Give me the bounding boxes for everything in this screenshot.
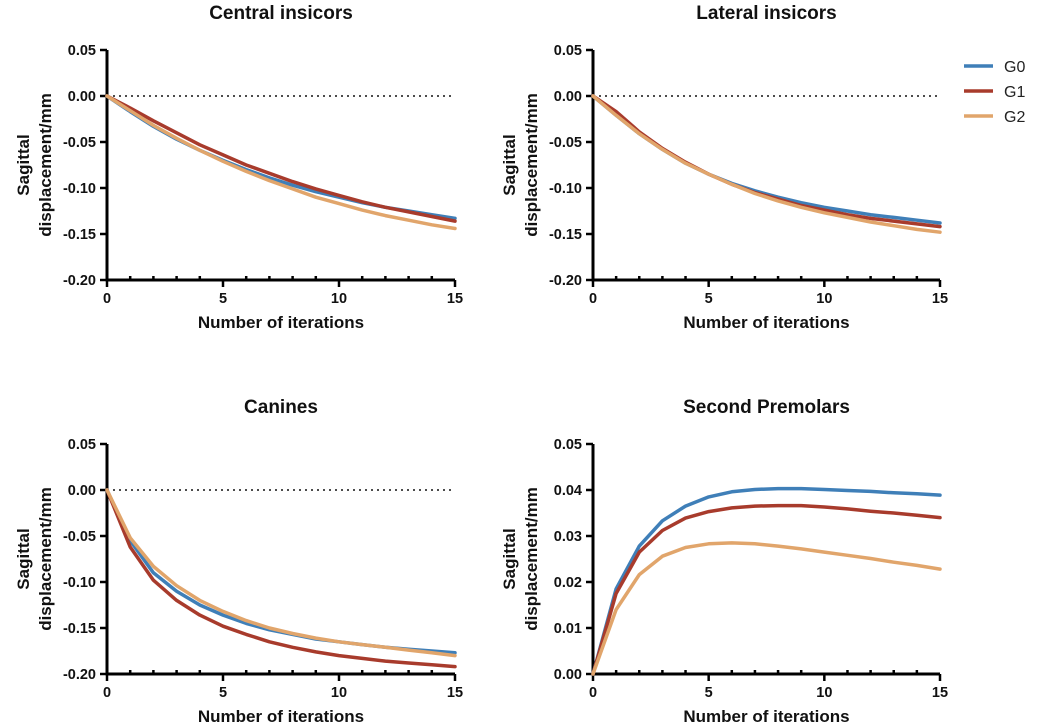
x-tick-label: 10 <box>331 685 347 701</box>
series-line-g1 <box>105 94 457 223</box>
y-axis-label: Sagittal displacement/mm <box>500 487 541 631</box>
legend-label-g1: G1 <box>1004 84 1025 101</box>
series-line-g1 <box>591 503 942 676</box>
series-line-g1 <box>591 94 942 229</box>
x-tick-label: 10 <box>331 291 347 307</box>
series-line-g2 <box>591 541 942 676</box>
x-tick-label: 5 <box>705 685 713 701</box>
x-tick-label: 0 <box>103 685 111 701</box>
y-tick-label: 0.03 <box>554 529 582 545</box>
y-tick-label: -0.05 <box>549 135 582 151</box>
y-tick-label: 0.00 <box>554 667 582 683</box>
chart-title: Central insicors <box>209 3 353 24</box>
x-tick-label: 15 <box>447 685 463 701</box>
y-axis-label-line: displacement/mm <box>522 487 541 631</box>
y-tick-label: -0.10 <box>549 181 582 197</box>
y-axis-label: Sagittal displacement/mm <box>14 487 55 631</box>
y-axis-label-line: Sagittal <box>14 528 33 589</box>
chart-title: Canines <box>244 397 318 418</box>
y-tick-label: 0.05 <box>68 437 96 453</box>
chart-panel-4: Second Premolars 0.05 0.04 0.03 0.02 0.01 0.00… <box>500 397 948 726</box>
y-tick-label: -0.20 <box>549 273 582 289</box>
y-tick-label: 0.00 <box>554 89 582 105</box>
y-tick-label: -0.20 <box>63 667 96 683</box>
series-line-g2 <box>105 488 457 658</box>
series-line-g2 <box>105 94 457 231</box>
chart-panel-3: Canines 0.05 0.00 -0.05 -0.10 -0.15 -0.20 0 5 10 1… <box>14 397 463 726</box>
x-tick-label: 0 <box>589 291 597 307</box>
x-tick-label: 0 <box>103 291 111 307</box>
y-tick-label: -0.20 <box>63 273 96 289</box>
series-line-g2 <box>591 94 942 234</box>
y-tick-label: -0.05 <box>63 529 96 545</box>
x-tick-label: 5 <box>705 291 713 307</box>
x-axis-label: Number of iterations <box>198 707 364 726</box>
x-axis-label: Number of iterations <box>683 707 849 726</box>
y-tick-label: -0.10 <box>63 181 96 197</box>
series-line-g0 <box>105 94 457 221</box>
x-axis-label: Number of iterations <box>198 313 364 332</box>
x-tick-label: 15 <box>447 291 463 307</box>
y-tick-label: -0.15 <box>63 227 96 243</box>
x-tick-label: 0 <box>589 685 597 701</box>
y-tick-label: 0.05 <box>554 43 582 59</box>
y-tick-label: -0.10 <box>63 575 96 591</box>
y-axis-label-line: displacement/mm <box>36 487 55 631</box>
chart-title: Second Premolars <box>683 397 850 418</box>
series-line-g1 <box>105 488 457 669</box>
y-tick-label: 0.05 <box>554 437 582 453</box>
y-tick-label: -0.05 <box>63 135 96 151</box>
chart-panel-2: Lateral insicors 0.05 0.00 -0.05 -0.10 -0.15 -… <box>500 3 948 332</box>
y-axis-label-line: displacement/mm <box>522 93 541 237</box>
y-axis-label-line: Sagittal <box>500 528 519 589</box>
chart-panel-1: Central insicors 0.05 0.00 -0.05 -0.10 -0.15 -… <box>14 3 463 332</box>
x-axis-label: Number of iterations <box>683 313 849 332</box>
legend-label-g0: G0 <box>1004 59 1025 76</box>
x-tick-label: 5 <box>219 291 227 307</box>
y-axis-label-line: displacement/mm <box>36 93 55 237</box>
x-tick-label: 10 <box>816 291 832 307</box>
chart-title: Lateral insicors <box>696 3 836 24</box>
legend: G0 G1 G2 <box>964 59 1025 126</box>
series-line-g0 <box>591 486 942 676</box>
y-tick-label: 0.02 <box>554 575 582 591</box>
x-tick-label: 15 <box>932 685 948 701</box>
y-tick-label: 0.05 <box>68 43 96 59</box>
y-tick-label: -0.15 <box>63 621 96 637</box>
y-tick-label: 0.01 <box>554 621 582 637</box>
y-axis-label-line: Sagittal <box>500 134 519 195</box>
y-tick-label: 0.04 <box>554 483 582 499</box>
y-axis-label: Sagittal displacement/mm <box>500 93 541 237</box>
x-tick-label: 15 <box>932 291 948 307</box>
y-axis-label-line: Sagittal <box>14 134 33 195</box>
series-line-g0 <box>591 94 942 225</box>
y-tick-label: 0.00 <box>68 483 96 499</box>
y-tick-label: -0.15 <box>549 227 582 243</box>
legend-label-g2: G2 <box>1004 109 1025 126</box>
y-axis-label: Sagittal displacement/mm <box>14 93 55 237</box>
y-tick-label: 0.00 <box>68 89 96 105</box>
x-tick-label: 10 <box>816 685 832 701</box>
x-tick-label: 5 <box>219 685 227 701</box>
